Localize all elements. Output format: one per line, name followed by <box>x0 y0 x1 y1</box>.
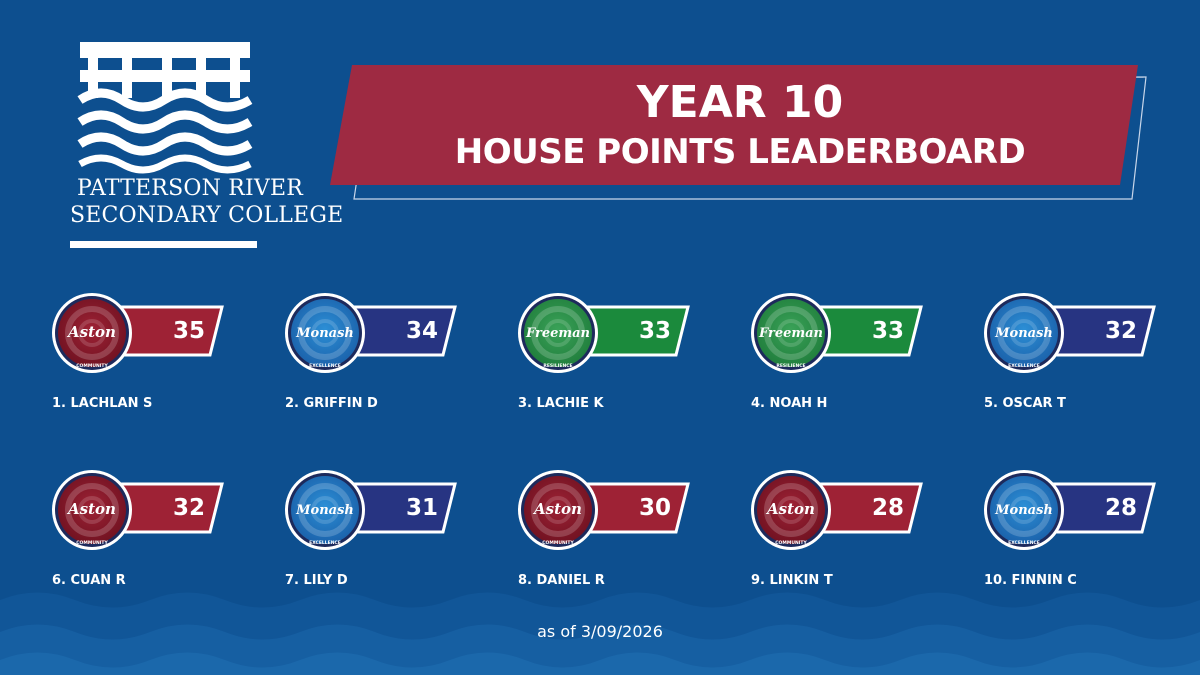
house-emblem-motto: RESILIENCE <box>776 363 805 369</box>
leaderboard-entry: 32 Monash EXCELLENCE 5. OSCAR T <box>982 291 1182 421</box>
points-value: 34 <box>405 318 438 344</box>
leaderboard-entry: 35 Aston COMMUNITY 1. LACHLAN S <box>50 291 250 421</box>
leaderboard-entry: 32 Aston COMMUNITY 6. CUAN R <box>50 468 250 598</box>
school-name: PATTERSON RIVER SECONDARY COLLEGE <box>70 175 344 229</box>
student-name: 9. LINKIN T <box>751 573 833 588</box>
house-emblem-label: Aston <box>66 500 116 518</box>
page-title: YEAR 10 <box>636 77 844 128</box>
school-name-line2: SECONDARY COLLEGE <box>70 203 344 228</box>
school-name-line1: PATTERSON RIVER <box>77 176 303 201</box>
student-name: 4. NOAH H <box>751 396 828 411</box>
student-name: 5. OSCAR T <box>984 396 1066 411</box>
freeman-house-emblem-icon: Freeman RESILIENCE <box>751 293 831 373</box>
points-value: 32 <box>172 495 205 521</box>
student-name: 10. FINNIN C <box>984 573 1077 588</box>
house-emblem-motto: COMMUNITY <box>775 540 807 546</box>
leaderboard-entry: 33 Freeman RESILIENCE 4. NOAH H <box>749 291 949 421</box>
bridge-and-waves-icon <box>77 42 253 174</box>
freeman-house-emblem-icon: Freeman RESILIENCE <box>518 293 598 373</box>
student-name: 6. CUAN R <box>52 573 126 588</box>
student-name: 8. DANIEL R <box>518 573 605 588</box>
points-value: 35 <box>172 318 205 344</box>
page-subtitle: HOUSE POINTS LEADERBOARD <box>454 132 1026 172</box>
student-name: 1. LACHLAN S <box>52 396 153 411</box>
monash-house-emblem-icon: Monash EXCELLENCE <box>285 293 365 373</box>
aston-house-emblem-icon: Aston COMMUNITY <box>518 470 598 550</box>
as-of-date: as of 3/09/2026 <box>537 622 663 641</box>
logo-underline <box>70 241 257 248</box>
school-logo: PATTERSON RIVER SECONDARY COLLEGE <box>70 40 344 255</box>
house-emblem-motto: RESILIENCE <box>543 363 572 369</box>
house-emblem-motto: COMMUNITY <box>76 540 108 546</box>
house-emblem-label: Aston <box>532 500 582 518</box>
house-emblem-motto: EXCELLENCE <box>309 540 341 546</box>
house-emblem-motto: COMMUNITY <box>542 540 574 546</box>
house-emblem-label: Aston <box>765 500 815 518</box>
points-value: 33 <box>638 318 671 344</box>
leaderboard-entry: 30 Aston COMMUNITY 8. DANIEL R <box>516 468 716 598</box>
house-emblem-label: Freeman <box>525 326 590 341</box>
points-value: 28 <box>1104 495 1137 521</box>
house-emblem-motto: EXCELLENCE <box>1008 540 1040 546</box>
house-emblem-label: Monash <box>994 326 1053 341</box>
points-value: 30 <box>638 495 671 521</box>
aston-house-emblem-icon: Aston COMMUNITY <box>751 470 831 550</box>
points-value: 31 <box>405 495 438 521</box>
house-emblem-label: Monash <box>994 503 1053 518</box>
house-emblem-label: Aston <box>66 323 116 341</box>
aston-house-emblem-icon: Aston COMMUNITY <box>52 293 132 373</box>
house-emblem-motto: COMMUNITY <box>76 363 108 369</box>
house-emblem-motto: EXCELLENCE <box>1008 363 1040 369</box>
house-emblem-motto: EXCELLENCE <box>309 363 341 369</box>
monash-house-emblem-icon: Monash EXCELLENCE <box>285 470 365 550</box>
student-name: 7. LILY D <box>285 573 348 588</box>
student-name: 2. GRIFFIN D <box>285 396 378 411</box>
aston-house-emblem-icon: Aston COMMUNITY <box>52 470 132 550</box>
monash-house-emblem-icon: Monash EXCELLENCE <box>984 293 1064 373</box>
title-banner: YEAR 10 HOUSE POINTS LEADERBOARD <box>330 65 1150 205</box>
banner-shape <box>330 65 1147 200</box>
monash-house-emblem-icon: Monash EXCELLENCE <box>984 470 1064 550</box>
points-value: 33 <box>871 318 904 344</box>
house-emblem-label: Freeman <box>758 326 823 341</box>
leaderboard-entry: 31 Monash EXCELLENCE 7. LILY D <box>283 468 483 598</box>
student-name: 3. LACHIE K <box>518 396 604 411</box>
leaderboard-entry: 28 Monash EXCELLENCE 10. FINNIN C <box>982 468 1182 598</box>
leaderboard-entry: 28 Aston COMMUNITY 9. LINKIN T <box>749 468 949 598</box>
leaderboard-entry: 33 Freeman RESILIENCE 3. LACHIE K <box>516 291 716 421</box>
points-value: 32 <box>1104 318 1137 344</box>
house-emblem-label: Monash <box>295 503 354 518</box>
house-emblem-label: Monash <box>295 326 354 341</box>
points-value: 28 <box>871 495 904 521</box>
leaderboard-entry: 34 Monash EXCELLENCE 2. GRIFFIN D <box>283 291 483 421</box>
